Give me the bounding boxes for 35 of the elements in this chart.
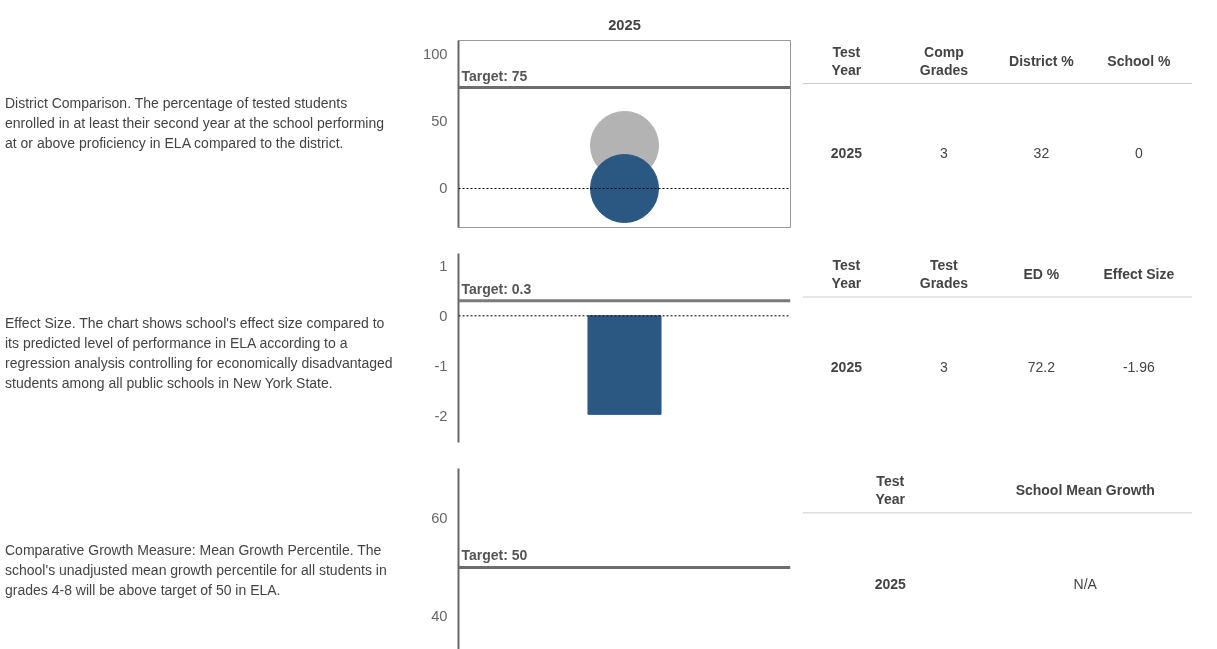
text: -1.96 [1122, 358, 1156, 375]
ref-line-label: Target: 0.3 [461, 280, 532, 297]
text: Test Year [831, 257, 862, 292]
text: Effect Size [1103, 266, 1175, 283]
text: N/A [1073, 576, 1098, 593]
text: ED % [1023, 266, 1060, 283]
y-tick-label: -2 [434, 408, 448, 425]
text: District % [1009, 53, 1075, 70]
text: Comp Grades [919, 44, 969, 78]
ref-line-label: Target: 75 [461, 67, 528, 84]
text: 72.2 [1027, 358, 1056, 375]
text: 2025 [830, 358, 863, 375]
y-tick-label: 50 [431, 113, 448, 130]
text: 3 [939, 358, 948, 375]
text: Effect Size. The chart shows school's effect size compared to its predicted level of performance in ELA according to a regression analysis controlling for economically disadvantaged students among all public schools in New York State. [5, 313, 393, 393]
text: Test Year [875, 472, 906, 507]
text: 2025 [830, 144, 863, 161]
text: Test Year [831, 44, 862, 78]
text: 3 [939, 144, 948, 161]
ref-line-label: Target: 50 [461, 547, 528, 564]
text: 32 [1033, 144, 1050, 161]
text: District Comparison. The percentage of tested students enrolled in at least their second year at the school performing at or above proficiency in ELA compared to the district. [5, 93, 385, 153]
y-tick-label: 0 [439, 180, 448, 197]
y-tick-label: 60 [431, 510, 448, 527]
y-tick-label: 40 [431, 608, 448, 625]
text: 2025 [874, 576, 907, 593]
text: Test Grades [919, 257, 969, 292]
text: School Mean Growth [1015, 481, 1155, 498]
y-tick-label: 1 [439, 257, 448, 274]
text: 0 [1134, 144, 1143, 161]
text: Comparative Growth Measure: Mean Growth Percentile. The school's unadjusted mean growth percentile for all students in grades 4-8 will be above target of 50 in ELA. [5, 540, 388, 600]
y-tick-label: 100 [423, 45, 448, 62]
y-tick-label: -1 [434, 358, 448, 375]
y-tick-label: 0 [439, 307, 448, 324]
text: School % [1107, 53, 1171, 70]
